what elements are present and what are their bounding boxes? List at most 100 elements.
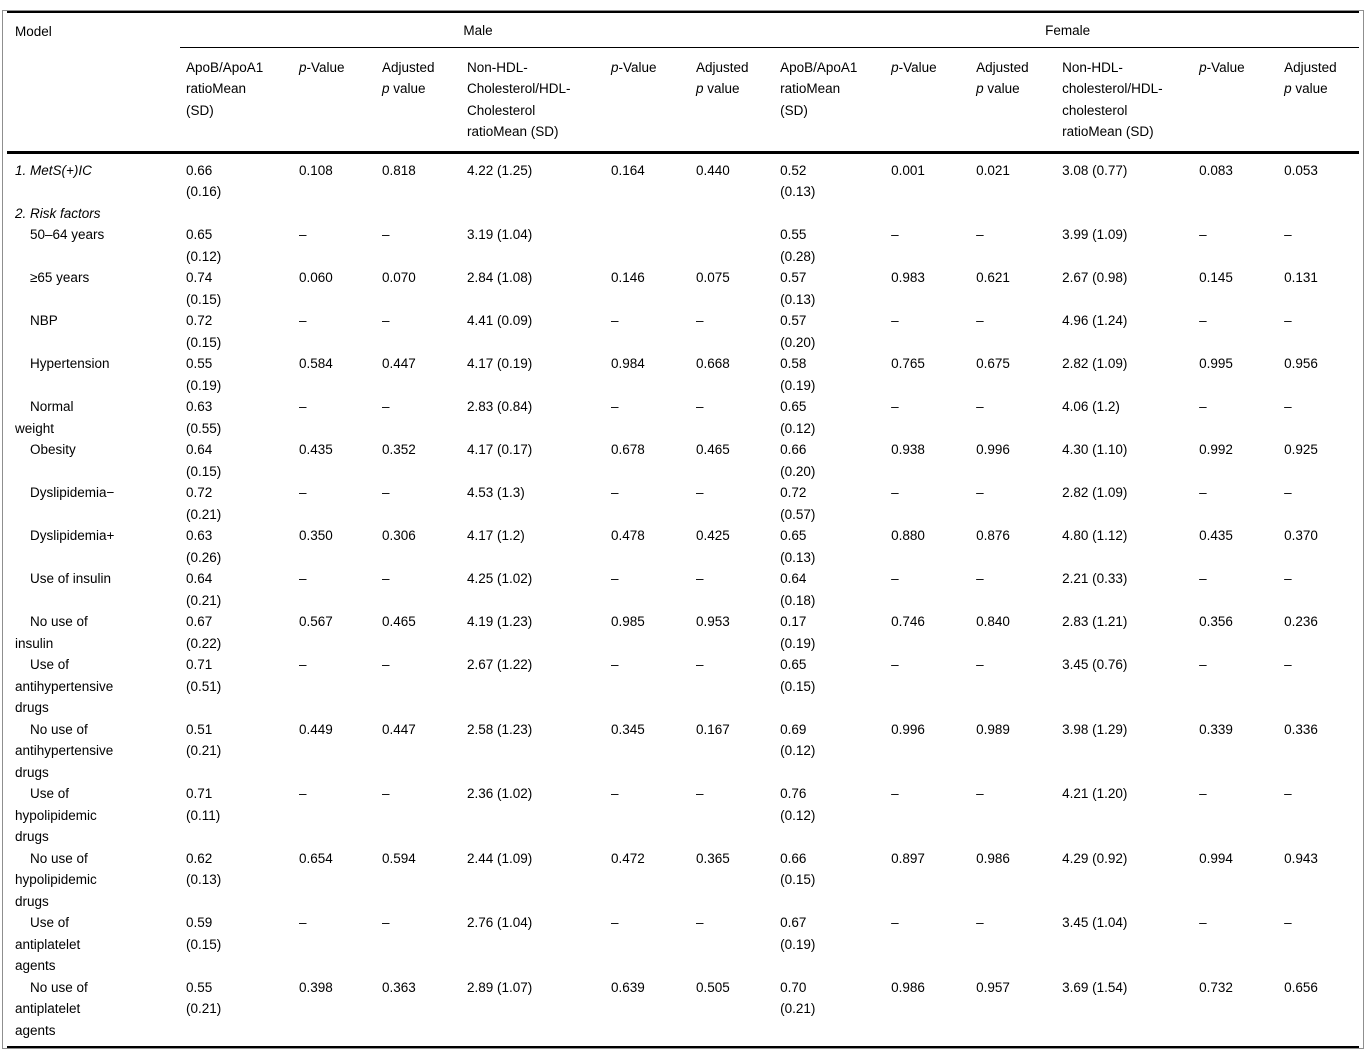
data-cell: 0.986	[976, 850, 1010, 866]
data-cell: 0.64 (0.15)	[186, 442, 222, 479]
table-row: No use of antiplatelet agents 0.55 (0.21)…	[7, 977, 1359, 1048]
data-cell: –	[299, 571, 307, 586]
data-cell: 3.08 (0.77)	[1062, 162, 1128, 178]
data-cell: 0.65 (0.12)	[186, 227, 222, 264]
data-cell: –	[382, 786, 390, 801]
data-cell: 0.52 (0.13)	[780, 162, 816, 200]
table-row: Hypertension 0.55 (0.19) 0.584 0.447 4.17 (0…	[7, 353, 1359, 396]
data-cell: 0.840	[976, 614, 1010, 629]
data-cell: 4.17 (0.17)	[467, 442, 533, 457]
data-cell: –	[1284, 786, 1292, 801]
column-header: p-Value	[293, 47, 376, 154]
data-cell: 2.76 (1.04)	[467, 915, 533, 930]
data-cell: 0.398	[299, 979, 333, 995]
table-row: No use of hypolipidemic drugs 0.62 (0.13)…	[7, 848, 1359, 913]
data-cell: 0.72 (0.21)	[186, 485, 222, 522]
data-cell: 0.083	[1199, 162, 1233, 178]
data-cell: 0.053	[1284, 162, 1318, 178]
data-cell: 0.66 (0.20)	[780, 442, 816, 479]
group-header-row: Model Male Female	[7, 12, 1360, 154]
data-cell	[690, 203, 774, 225]
data-cell: –	[696, 313, 704, 328]
data-cell: –	[299, 786, 307, 801]
data-cell: 4.41 (0.09)	[467, 313, 533, 328]
data-cell: 0.70 (0.21)	[780, 979, 816, 1017]
data-cell: –	[891, 399, 899, 414]
data-cell: 0.985	[611, 614, 645, 629]
data-cell: 2.67 (0.98)	[1062, 270, 1128, 285]
data-cell: –	[696, 786, 704, 801]
data-cell: –	[696, 657, 704, 672]
table-row: NBP 0.72 (0.15) – – 4.41 (0.09) – – 0.57 (0.20)…	[7, 310, 1359, 353]
data-cell: –	[891, 657, 899, 672]
data-cell: –	[891, 915, 899, 930]
row-label: Use of insulin	[30, 571, 112, 586]
table-row: Use of insulin 0.64 (0.21) – – 4.25 (1.02) – –…	[7, 568, 1359, 611]
column-header: Non-HDL- Cholesterol/HDL- Cholesterol ra…	[461, 47, 605, 154]
data-cell: 0.365	[696, 850, 730, 866]
data-cell: –	[1284, 399, 1292, 414]
data-cell: 0.668	[696, 356, 730, 371]
data-cell: 2.84 (1.08)	[467, 270, 533, 285]
data-cell: 0.55 (0.28)	[780, 227, 816, 264]
data-cell: 2.82 (1.09)	[1062, 485, 1128, 500]
row-label: 2. Risk factors	[15, 205, 101, 221]
table-row: 2. Risk factors	[7, 203, 1359, 225]
data-cell: –	[1199, 227, 1207, 242]
data-cell	[180, 203, 293, 225]
data-cell	[885, 203, 970, 225]
data-cell: 0.983	[891, 270, 925, 285]
data-cell: 0.060	[299, 270, 333, 285]
data-cell: 0.925	[1284, 442, 1318, 457]
data-cell: –	[299, 313, 307, 328]
data-cell: 0.675	[976, 356, 1010, 371]
row-label: Use of hypolipidemic drugs	[15, 786, 97, 844]
data-cell: –	[611, 399, 619, 414]
column-header: Adjusted p value	[376, 47, 461, 154]
data-cell: –	[976, 571, 984, 586]
table-row: Dyslipidemia+ 0.63 (0.26) 0.350 0.306 4.17 (…	[7, 525, 1359, 568]
data-cell: –	[382, 485, 390, 500]
data-cell: –	[382, 571, 390, 586]
data-cell: 2.89 (1.07)	[467, 979, 533, 995]
data-cell: –	[1284, 313, 1292, 328]
row-label: No use of antiplatelet agents	[15, 979, 88, 1038]
data-cell: 0.984	[611, 356, 645, 371]
data-cell: –	[891, 786, 899, 801]
row-label: Hypertension	[30, 356, 110, 371]
table-row: Dyslipidemia− 0.72 (0.21) – – 4.53 (1.3) – – 0.…	[7, 482, 1359, 525]
data-cell: 0.956	[1284, 356, 1318, 371]
data-cell: 0.65 (0.12)	[780, 399, 816, 436]
data-cell: –	[976, 227, 984, 242]
data-cell: 0.74 (0.15)	[186, 270, 222, 307]
data-cell: 0.435	[1199, 528, 1233, 543]
data-cell: –	[299, 657, 307, 672]
data-cell: 0.62 (0.13)	[186, 850, 222, 888]
data-cell: –	[1199, 485, 1207, 500]
data-cell: 0.070	[382, 270, 416, 285]
data-cell: 4.22 (1.25)	[467, 162, 533, 178]
data-cell: 0.732	[1199, 979, 1233, 995]
data-cell: 0.505	[696, 979, 730, 995]
data-cell: –	[299, 915, 307, 930]
column-header: p-Value	[605, 47, 690, 154]
data-cell: 0.64 (0.21)	[186, 571, 222, 608]
data-cell: –	[1199, 915, 1207, 930]
column-header: p-Value	[885, 47, 971, 154]
column-header: ApoB/ApoA1 ratioMean (SD)	[774, 47, 886, 154]
data-cell: 0.447	[382, 721, 416, 737]
data-cell: 0.656	[1284, 979, 1318, 995]
data-cell: 4.29 (0.92)	[1062, 850, 1128, 866]
table-row: ≥65 years 0.74 (0.15) 0.060 0.070 2.84 (1.08…	[7, 267, 1359, 310]
table-row: 50–64 years 0.65 (0.12) – – 3.19 (1.04) 0.55 …	[7, 224, 1359, 267]
data-cell: 4.30 (1.10)	[1062, 442, 1128, 457]
data-cell	[293, 203, 376, 225]
data-cell: 0.075	[696, 270, 730, 285]
data-cell: –	[1284, 915, 1292, 930]
data-cell: 0.621	[976, 270, 1010, 285]
data-cell: 0.986	[891, 979, 925, 995]
data-cell: 0.356	[1199, 614, 1233, 629]
data-cell	[605, 224, 690, 267]
data-cell: 0.440	[696, 162, 730, 178]
